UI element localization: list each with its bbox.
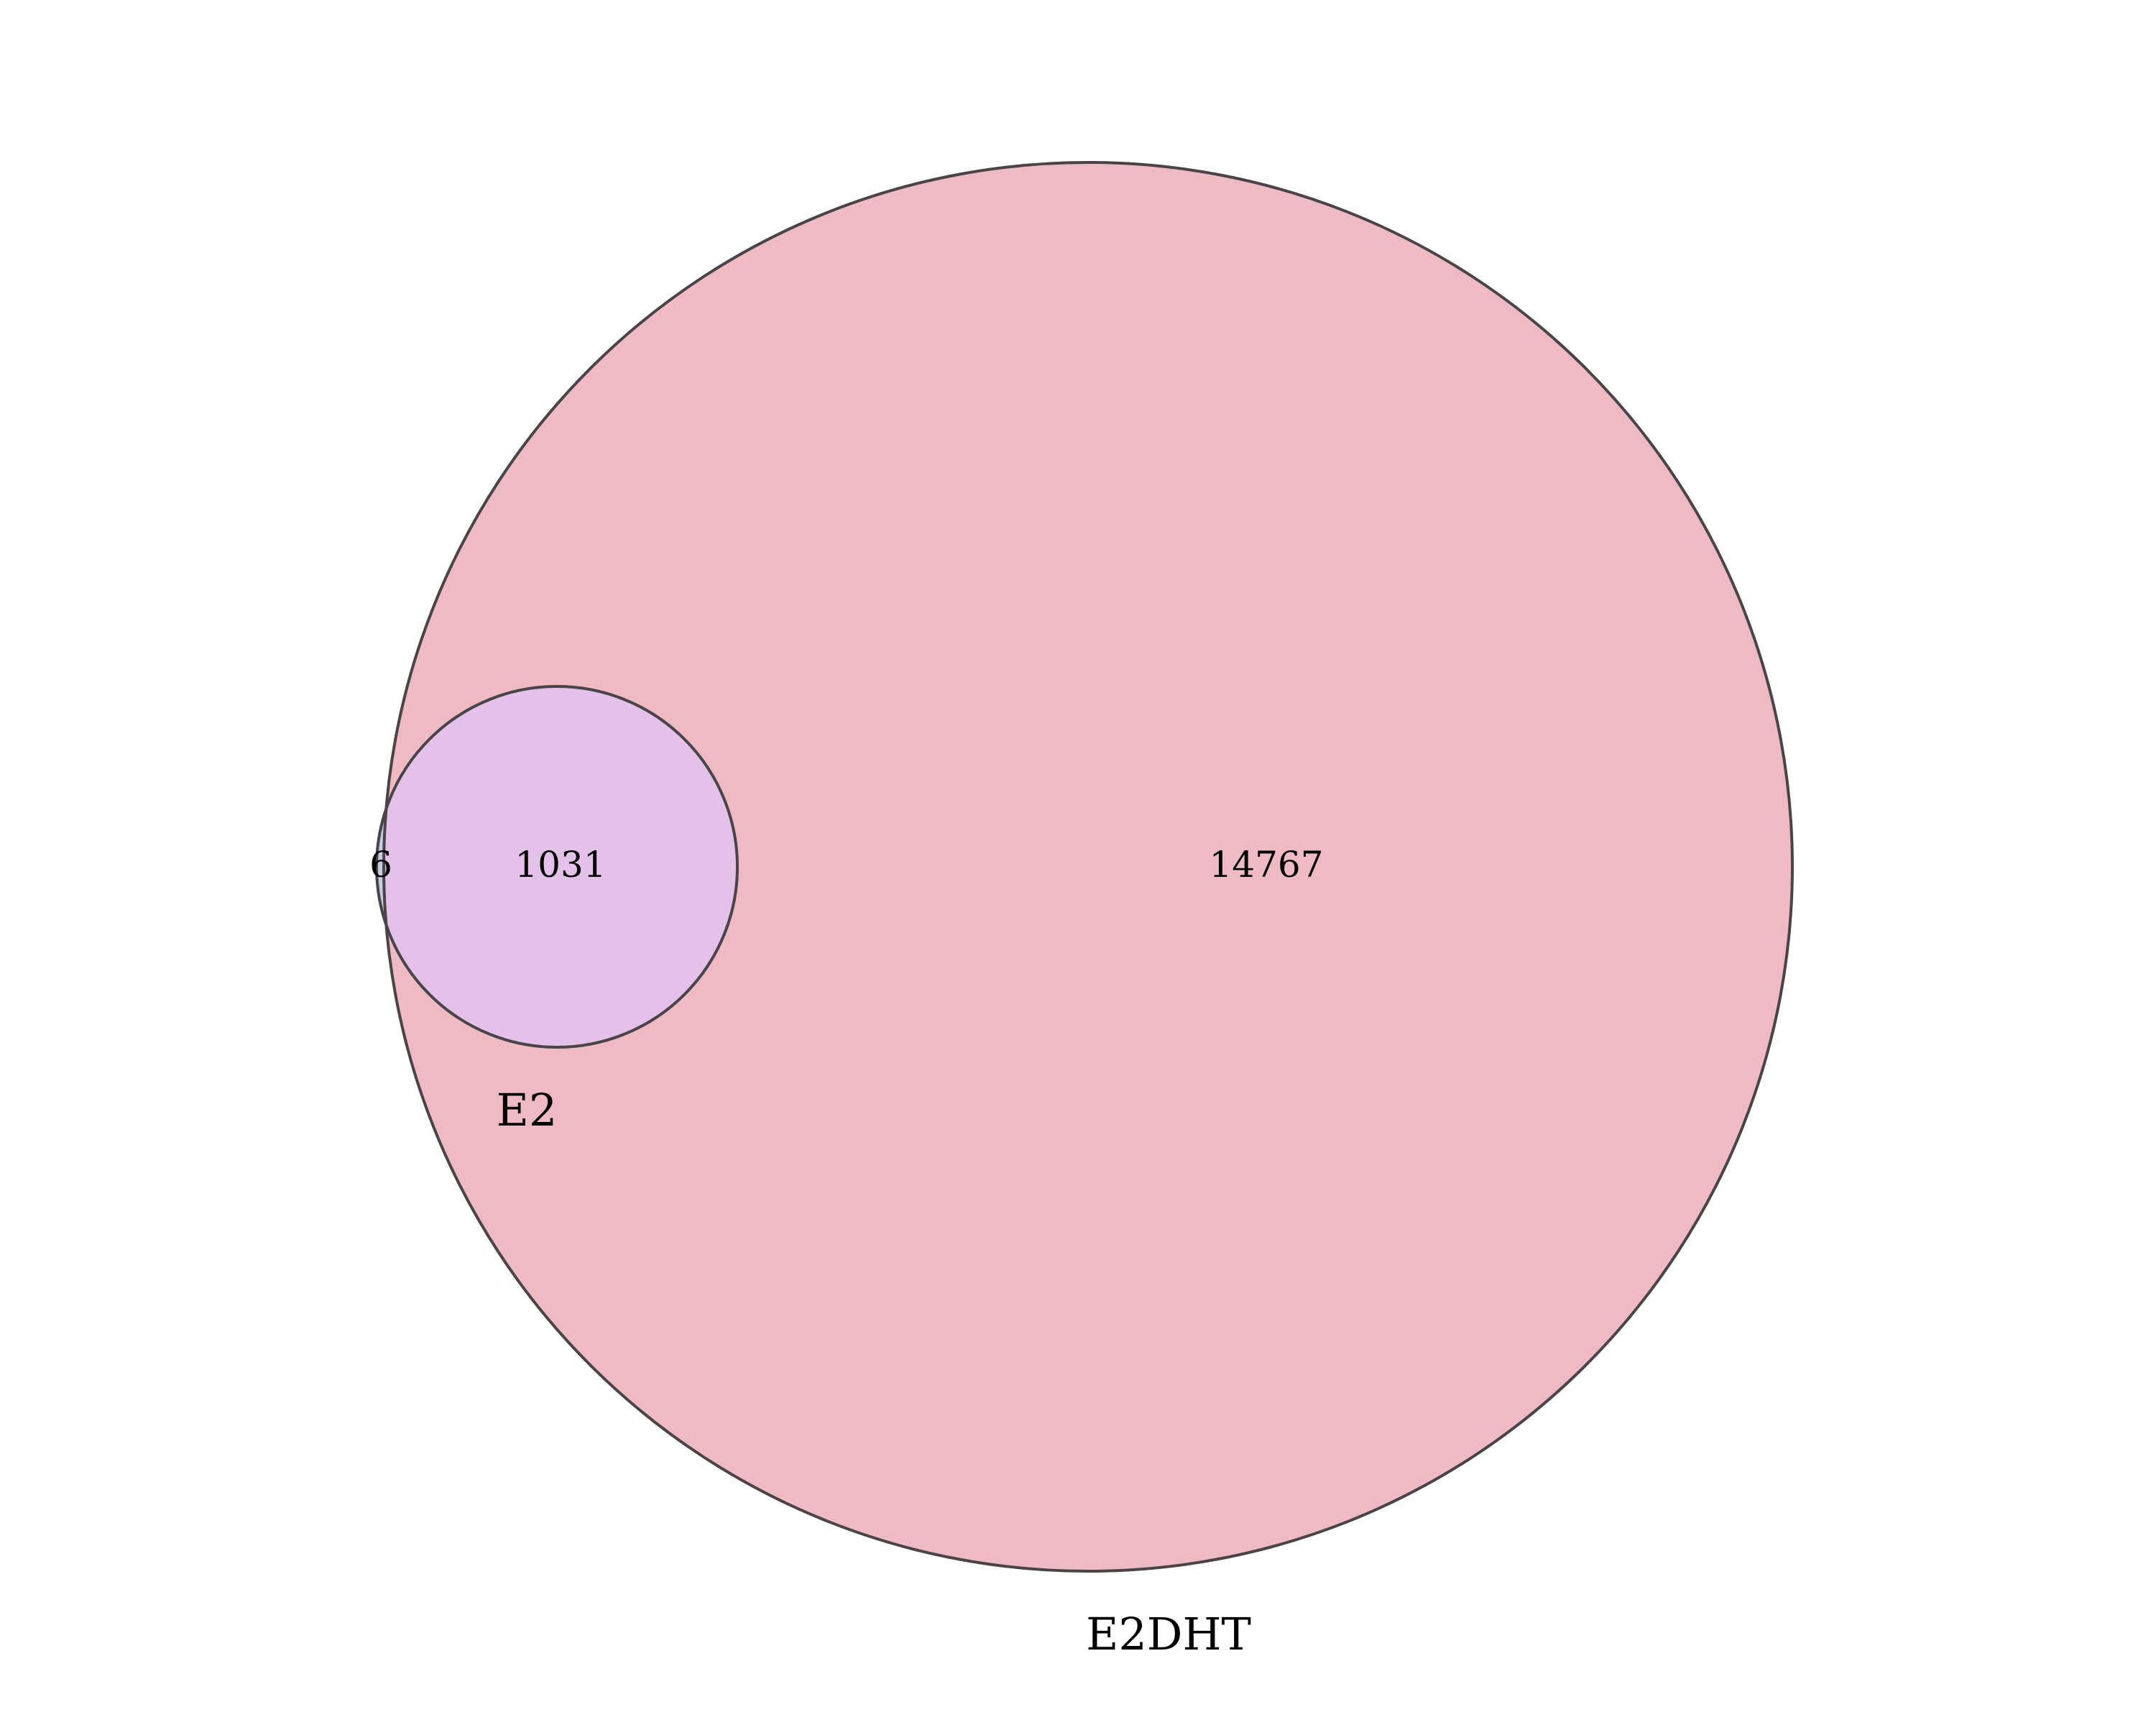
set-e2-label: E2 <box>497 1084 558 1136</box>
e2-only-count: 6 <box>369 844 392 886</box>
set-e2dht-outline <box>382 161 1794 1573</box>
e2dht-only-count: 14767 <box>1209 844 1323 886</box>
intersection-count: 1031 <box>515 844 606 886</box>
set-e2dht-circle <box>384 162 1792 1571</box>
set-e2dht-label: E2DHT <box>1086 1608 1251 1660</box>
set-e2-outline <box>375 685 739 1049</box>
